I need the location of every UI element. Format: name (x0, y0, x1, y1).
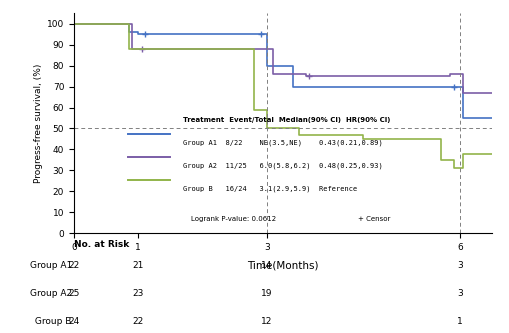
Text: + Censor: + Censor (358, 216, 390, 222)
Y-axis label: Progress-free survival, (%): Progress-free survival, (%) (34, 64, 43, 183)
Text: Group A1  8/22    NE(3.5,NE)    0.43(0.21,0.89): Group A1 8/22 NE(3.5,NE) 0.43(0.21,0.89) (182, 140, 382, 146)
Text: 22: 22 (68, 261, 79, 270)
Text: 24: 24 (68, 317, 79, 326)
Text: 14: 14 (261, 261, 272, 270)
Text: 23: 23 (132, 289, 144, 298)
Text: Group B   16/24   3.1(2.9,5.9)  Reference: Group B 16/24 3.1(2.9,5.9) Reference (182, 186, 356, 192)
Text: Group A2  11/25   6.0(5.8,6.2)  0.48(0.25,0.93): Group A2 11/25 6.0(5.8,6.2) 0.48(0.25,0.… (182, 163, 382, 169)
Text: 25: 25 (68, 289, 79, 298)
Text: Logrank P-value: 0.0612: Logrank P-value: 0.0612 (191, 216, 276, 222)
Text: Group A1: Group A1 (30, 261, 72, 270)
Text: 22: 22 (132, 317, 144, 326)
Text: Treatment  Event/Total  Median(90% CI)  HR(90% CI): Treatment Event/Total Median(90% CI) HR(… (182, 117, 389, 123)
Text: 19: 19 (261, 289, 272, 298)
Text: Time(Months): Time(Months) (247, 260, 318, 270)
Text: Group B: Group B (33, 317, 72, 326)
Text: 1: 1 (456, 317, 462, 326)
Text: No. at Risk: No. at Risk (74, 240, 129, 249)
Text: 3: 3 (456, 261, 462, 270)
Text: 3: 3 (456, 289, 462, 298)
Text: 12: 12 (261, 317, 272, 326)
Text: 21: 21 (132, 261, 144, 270)
Text: Group A2: Group A2 (30, 289, 72, 298)
